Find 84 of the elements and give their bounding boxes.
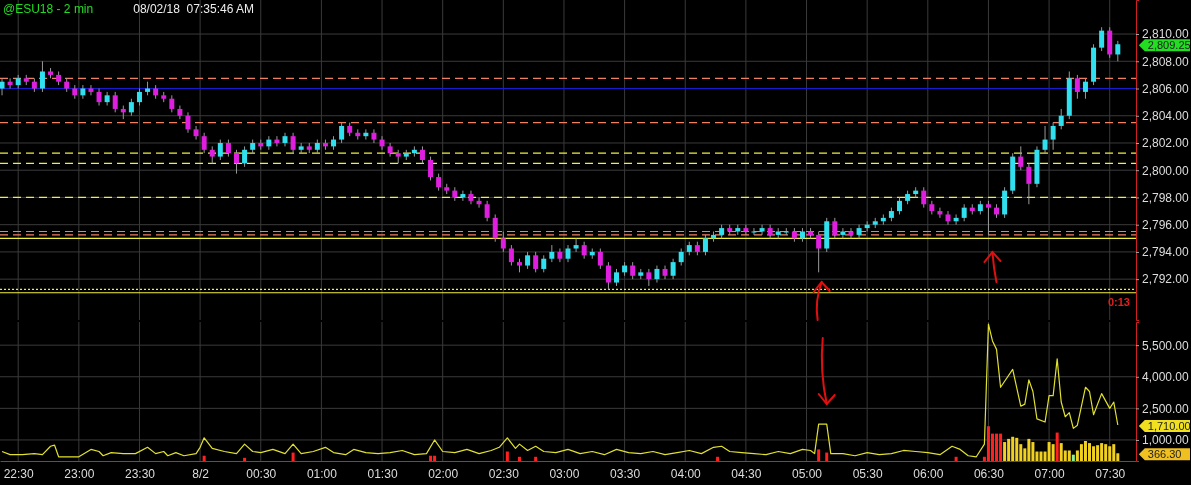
x-tick-label: 23:00 — [64, 466, 95, 481]
candlestick — [751, 227, 757, 236]
chart-subtitle: 08/02/18 07:35:46 AM — [133, 2, 254, 16]
x-tick-label: 07:00 — [1034, 466, 1065, 481]
candlestick — [112, 91, 118, 113]
y-tick-label: 2,794.00 — [1142, 245, 1190, 260]
candlestick — [492, 213, 498, 243]
candlestick — [387, 142, 393, 158]
candlestick — [104, 91, 110, 107]
x-tick-label: 22:30 — [3, 466, 35, 481]
candlestick — [428, 156, 434, 181]
candlestick — [201, 132, 207, 154]
y-tick-label: 2,800.00 — [1142, 163, 1190, 178]
candlestick — [193, 125, 199, 141]
candlestick — [921, 186, 927, 209]
candlestick — [646, 268, 652, 287]
candlestick — [1074, 74, 1080, 100]
x-tick-label: 02:00 — [428, 466, 459, 481]
candlestick — [1058, 108, 1064, 130]
candlestick — [597, 248, 603, 270]
x-tick-label: 04:30 — [731, 466, 762, 481]
candlestick — [339, 122, 345, 144]
y-tick-label: 2,810.00 — [1142, 27, 1190, 42]
y-tick-label: 2,804.00 — [1142, 109, 1190, 124]
x-tick-label: 00:30 — [246, 466, 277, 481]
candlestick — [0, 77, 5, 96]
candlestick — [217, 139, 223, 161]
candlestick — [371, 128, 377, 144]
y-tick-label: 2,798.00 — [1142, 190, 1190, 205]
y-tick-label: 2,808.00 — [1142, 54, 1190, 69]
x-tick-label: 06:30 — [973, 466, 1005, 481]
x-tick-label: 07:30 — [1095, 466, 1126, 481]
candlestick — [1042, 125, 1048, 154]
candlestick — [508, 244, 514, 267]
candlestick — [1107, 26, 1113, 59]
candlestick — [702, 234, 708, 256]
annotation: 1,710.00 — [1147, 419, 1191, 432]
annotation: 366.30 — [1147, 448, 1182, 461]
candlestick — [500, 230, 506, 253]
candlestick — [533, 251, 539, 273]
candlestick — [484, 200, 490, 222]
x-tick-label: 06:00 — [913, 466, 944, 481]
candlestick — [242, 145, 248, 168]
x-tick-label: 01:00 — [306, 466, 338, 481]
y-tick-label: 1,000.00 — [1142, 433, 1190, 448]
y-tick-label: 2,792.00 — [1142, 272, 1190, 287]
y-tick-label: 4,000.00 — [1142, 370, 1190, 385]
x-tick-label: 01:30 — [367, 466, 398, 481]
candlestick — [832, 217, 838, 239]
candlestick — [840, 227, 846, 239]
y-tick-label: 2,500.00 — [1142, 401, 1190, 416]
candlestick — [670, 258, 676, 280]
candlestick — [1026, 162, 1032, 205]
x-tick-label: 03:00 — [549, 466, 580, 481]
candlestick — [945, 210, 951, 226]
candlestick — [1099, 26, 1105, 52]
y-tick-label: 2,806.00 — [1142, 81, 1190, 96]
x-tick-label: 03:30 — [610, 466, 641, 481]
x-tick-label: 05:00 — [792, 466, 823, 481]
candlestick — [290, 132, 296, 154]
candlestick — [39, 60, 45, 93]
candlestick — [1018, 145, 1024, 171]
x-tick-label: 23:30 — [124, 466, 156, 481]
x-tick-label: 02:30 — [488, 466, 520, 481]
candlestick — [848, 227, 854, 239]
candlestick — [185, 111, 191, 134]
annotation: 2,809.25 — [1147, 39, 1191, 52]
candlestick — [1082, 77, 1088, 100]
candlestick — [1002, 186, 1008, 219]
y-tick-label: 2,796.00 — [1142, 218, 1190, 233]
y-tick-label: 2,802.00 — [1142, 136, 1190, 151]
candlestick — [234, 149, 239, 175]
x-tick-label: 05:30 — [852, 466, 883, 481]
candlestick — [816, 230, 822, 273]
candlestick — [1115, 40, 1121, 62]
candlestick — [605, 261, 611, 290]
chart-title: @ESU18 - 2 min — [3, 2, 94, 16]
x-tick-label: 8/2 — [192, 466, 210, 481]
x-tick-label: 04:00 — [670, 466, 702, 481]
annotation: 0:13 — [1107, 296, 1130, 308]
y-tick-label: 5,500.00 — [1142, 338, 1190, 353]
candlestick — [1050, 122, 1056, 151]
candlestick — [985, 200, 991, 236]
candlestick — [573, 237, 579, 253]
